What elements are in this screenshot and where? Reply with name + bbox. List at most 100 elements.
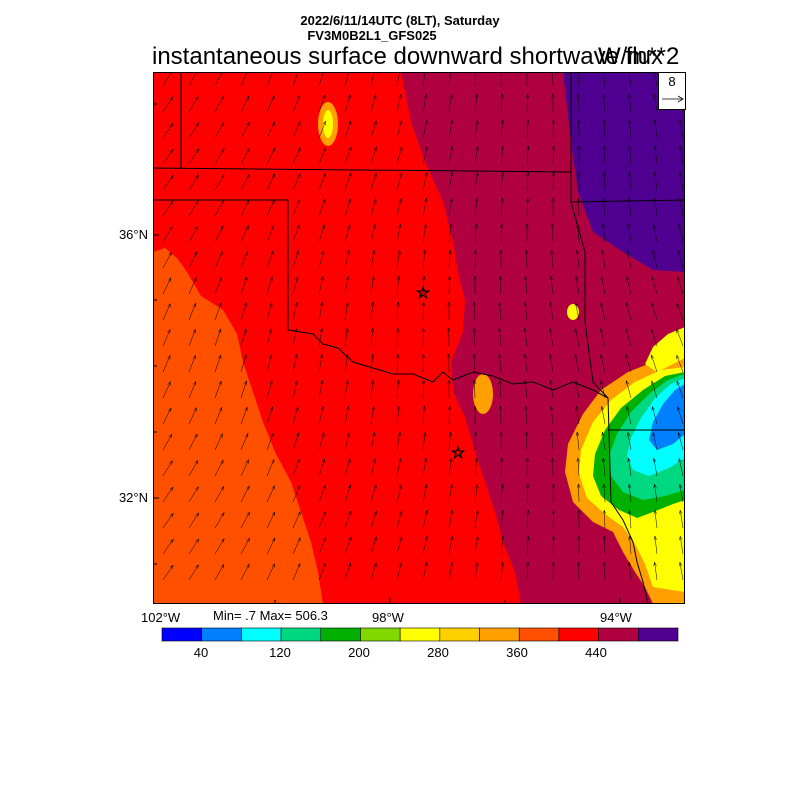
wind-arrow [500, 406, 502, 425]
wind-arrow [344, 172, 352, 191]
wind-arrow [422, 198, 427, 217]
wind-arrow-head [676, 380, 680, 386]
wind-arrow [318, 511, 326, 529]
wind-arrow [162, 303, 171, 321]
wind-arrow-head [270, 224, 275, 230]
wind-arrow-head [322, 510, 326, 516]
wind-arrow [370, 510, 377, 529]
wind-arrow [370, 432, 375, 451]
wind-arrow-head [677, 406, 681, 411]
wind-arrow-head [194, 225, 199, 231]
wind-arrow [266, 328, 272, 347]
wind-arrow-head [169, 96, 174, 101]
wind-arrow-head [626, 249, 630, 255]
wind-arrow-head [422, 405, 426, 410]
wind-arrow-head [599, 353, 604, 359]
wind-arrow [188, 277, 197, 295]
wind-arrow [344, 94, 351, 113]
wind-arrow-head [396, 353, 400, 358]
wind-arrow-head [679, 535, 683, 541]
wind-arrow-head [626, 275, 630, 281]
wind-arrow-head [271, 147, 276, 152]
wind-arrow [344, 510, 352, 529]
wind-arrow-head [245, 459, 249, 464]
wind-arrow [526, 250, 528, 269]
wind-arrow [344, 276, 349, 295]
wind-arrow-head [549, 379, 553, 385]
wind-arrow-head [678, 483, 683, 489]
wind-arrow-head [271, 173, 276, 178]
wind-arrow [396, 276, 400, 295]
wind-arrow-head [322, 562, 326, 568]
wind-arrow [188, 460, 199, 477]
wind-arrow [500, 172, 504, 191]
wind-arrow-head [450, 535, 454, 541]
wind-arrow-head [168, 433, 173, 439]
wind-arrow [576, 432, 580, 451]
wind-arrow [266, 485, 275, 503]
wind-arrow-head [651, 380, 655, 385]
wind-arrow [214, 174, 225, 191]
wind-arrow-head [601, 223, 605, 229]
wind-arrow-head [220, 147, 225, 153]
wind-arrow [577, 224, 580, 243]
wind-arrow-head [218, 354, 222, 359]
wind-arrow [292, 511, 301, 529]
wind-arrow-head [348, 120, 352, 125]
wind-arrow [318, 94, 326, 113]
wind-arrow-head [473, 405, 477, 410]
wind-arrow [318, 406, 324, 425]
wind-arrow-head [348, 510, 352, 516]
wind-arrow-head [574, 327, 578, 333]
wind-arrow-head [167, 380, 171, 386]
wind-arrow [214, 459, 224, 477]
wind-arrow-head [652, 223, 656, 229]
wind-arrow-head [244, 276, 248, 282]
wind-arrow [625, 354, 632, 373]
wind-arrow-head [450, 171, 454, 177]
wind-arrow [396, 562, 402, 581]
wind-arrow [626, 406, 632, 425]
wind-arrow [629, 120, 632, 139]
wind-arrow-head [345, 301, 349, 307]
wind-arrow-head [472, 301, 477, 306]
wind-arrow-head [500, 561, 504, 567]
wind-arrow [292, 354, 298, 373]
colorbar-swatch [399, 627, 441, 642]
wind-arrow-head [373, 93, 377, 99]
wind-arrow [602, 458, 606, 477]
wind-arrow [474, 250, 476, 269]
wind-arrow [448, 172, 453, 191]
wind-arrow [628, 224, 632, 243]
wind-arrow-head [220, 121, 225, 127]
wind-arrow-head [348, 146, 352, 152]
wind-arrow [396, 432, 401, 451]
wind-arrow [676, 302, 684, 321]
wind-arrow [576, 406, 580, 425]
wind-arrow-head [296, 198, 301, 204]
wind-arrow-head [295, 405, 299, 411]
wind-arrow [214, 148, 225, 165]
wind-arrow [676, 329, 684, 347]
wind-arrow [240, 354, 247, 373]
wind-arrow [188, 174, 199, 191]
wind-arrow-head [551, 457, 555, 462]
wind-arrow [240, 276, 248, 295]
wind-arrow [240, 407, 248, 425]
wind-arrow [344, 198, 351, 217]
wind-arrow [677, 250, 684, 269]
wind-arrow-head [245, 432, 249, 438]
colorbar-swatch [558, 627, 599, 642]
wind-arrow-head [270, 250, 274, 256]
colorbar-swatch [280, 627, 322, 642]
wind-arrow-head [628, 145, 632, 150]
wind-arrow [396, 198, 402, 217]
border-north [153, 167, 572, 173]
wind-arrow [292, 121, 301, 139]
wind-arrow-head [549, 353, 553, 359]
wind-arrow [240, 148, 250, 165]
wind-arrow-head [373, 197, 377, 203]
wind-arrow [422, 536, 428, 555]
wind-arrow [629, 510, 632, 529]
wind-arrow-head [346, 405, 350, 411]
